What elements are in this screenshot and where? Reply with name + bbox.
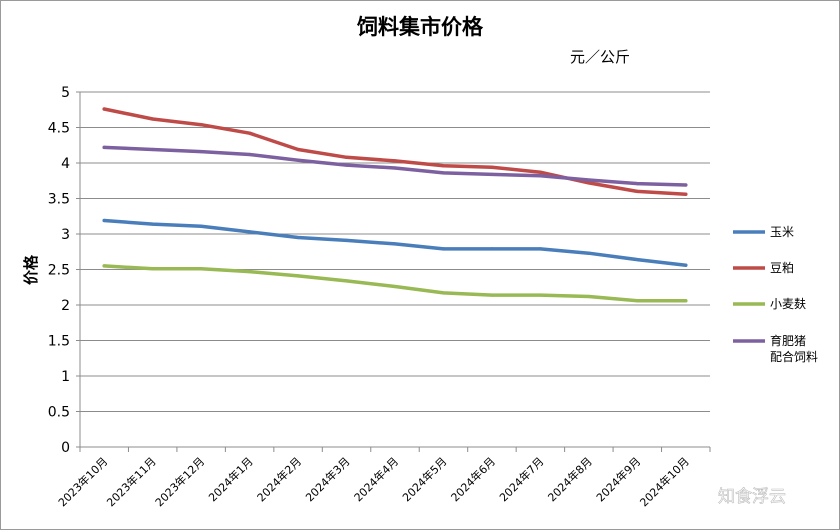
data-point — [441, 164, 446, 168]
data-point — [199, 150, 203, 154]
data-point — [635, 299, 639, 303]
data-point — [344, 155, 349, 159]
x-tick-label: 2023年12月 — [152, 454, 207, 509]
y-tick-label: 1.5 — [48, 334, 70, 350]
data-point — [635, 189, 639, 193]
series-line — [102, 145, 688, 187]
data-point — [151, 222, 155, 226]
data-point — [587, 181, 591, 185]
data-point — [684, 183, 688, 187]
data-point — [538, 293, 542, 297]
x-tick-label: 2024年7月 — [496, 454, 546, 504]
data-point — [490, 293, 494, 297]
y-tick-label: 0.5 — [48, 405, 70, 421]
data-point — [587, 251, 591, 255]
data-point — [296, 274, 300, 278]
x-axis-ticks: 2023年10月2023年11月2023年12月2024年1月2024年2月20… — [55, 447, 711, 509]
legend-label: 小麦麸 — [770, 297, 806, 311]
data-point — [248, 131, 252, 135]
y-tick-label: 0 — [61, 440, 70, 456]
x-tick-label: 2024年3月 — [302, 454, 352, 504]
data-point — [393, 166, 397, 170]
data-point — [199, 123, 203, 127]
data-point — [393, 284, 397, 289]
data-point — [151, 117, 155, 121]
x-tick-label: 2024年10月 — [637, 454, 692, 509]
gridlines — [76, 91, 710, 448]
legend-label: 育肥猪 — [770, 333, 806, 348]
data-point — [393, 159, 397, 163]
data-point — [248, 230, 252, 234]
data-point — [199, 267, 203, 271]
legend-label: 玉米 — [770, 225, 794, 239]
y-tick-label: 2.5 — [48, 263, 70, 279]
data-point — [441, 247, 446, 251]
y-axis-label: 价格 — [22, 254, 40, 285]
y-tick-label: 4.5 — [48, 121, 70, 137]
data-point — [102, 107, 106, 111]
data-point — [151, 267, 155, 271]
x-tick-label: 2023年11月 — [104, 454, 159, 509]
series-line — [102, 264, 688, 303]
series-lines — [102, 107, 688, 303]
data-point — [344, 238, 349, 242]
data-point — [102, 264, 106, 268]
data-point — [587, 294, 591, 299]
data-point — [296, 235, 300, 240]
legend-label: 豆粕 — [770, 260, 794, 275]
x-tick-label: 2024年1月 — [206, 454, 256, 504]
data-point — [344, 279, 349, 283]
data-point — [538, 174, 542, 178]
data-point — [538, 247, 542, 251]
data-point — [296, 158, 300, 162]
data-point — [490, 172, 494, 176]
data-point — [248, 152, 252, 157]
data-point — [684, 299, 688, 303]
data-point — [635, 257, 639, 262]
data-point — [199, 224, 203, 228]
data-point — [393, 242, 397, 246]
data-point — [587, 178, 591, 182]
x-tick-label: 2024年9月 — [593, 454, 643, 504]
data-point — [490, 165, 494, 169]
x-tick-label: 2024年4月 — [351, 454, 401, 504]
chart-title: 饲料集市价格 — [356, 15, 484, 39]
watermark-text: 知食浮云 — [718, 487, 786, 507]
y-tick-label: 2 — [61, 298, 70, 314]
data-point — [490, 247, 494, 251]
data-point — [684, 263, 688, 267]
data-point — [296, 147, 300, 152]
x-tick-label: 2023年10月 — [55, 454, 110, 509]
y-tick-label: 4 — [61, 156, 70, 172]
y-tick-label: 5 — [61, 85, 70, 101]
data-point — [248, 270, 252, 274]
data-point — [102, 145, 106, 149]
data-point — [635, 181, 639, 186]
x-tick-label: 2024年8月 — [545, 454, 595, 504]
data-point — [538, 170, 542, 174]
x-tick-label: 2024年6月 — [448, 454, 498, 504]
x-tick-label: 2024年5月 — [399, 454, 449, 504]
y-tick-label: 1 — [61, 369, 70, 385]
data-point — [441, 171, 446, 175]
y-axis-ticks: 0 0.5 1 1.5 2 2.5 3 3.5 4 4.5 5 — [48, 85, 70, 456]
legend-label: 配合饲料 — [770, 349, 818, 364]
y-tick-label: 3 — [61, 227, 70, 243]
data-point — [344, 163, 349, 167]
x-tick-label: 2024年2月 — [254, 454, 304, 504]
data-point — [441, 291, 446, 295]
data-point — [102, 218, 106, 223]
y-tick-label: 3.5 — [48, 192, 70, 208]
unit-label: 元／公斤 — [570, 48, 630, 66]
data-point — [684, 192, 688, 196]
data-point — [151, 147, 155, 152]
